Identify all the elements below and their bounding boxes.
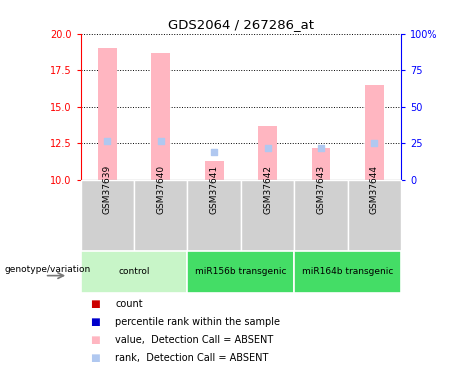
Point [157, 138, 165, 144]
Text: count: count [115, 299, 143, 309]
Text: ■: ■ [90, 353, 100, 363]
Point [264, 145, 271, 151]
Text: percentile rank within the sample: percentile rank within the sample [115, 317, 280, 327]
Bar [98, 48, 117, 180]
Bar [348, 180, 401, 251]
Point [317, 145, 325, 151]
Text: control: control [118, 267, 150, 276]
Text: ■: ■ [90, 299, 100, 309]
Bar [241, 180, 294, 251]
Bar [205, 161, 224, 180]
Text: GSM37643: GSM37643 [316, 165, 325, 214]
Bar [312, 148, 331, 180]
Text: GSM37641: GSM37641 [210, 165, 219, 214]
Text: miR156b transgenic: miR156b transgenic [195, 267, 287, 276]
Bar [81, 180, 134, 251]
Text: rank,  Detection Call = ABSENT: rank, Detection Call = ABSENT [115, 353, 269, 363]
Text: GSM37644: GSM37644 [370, 165, 379, 214]
Bar [294, 180, 348, 251]
Text: ■: ■ [90, 335, 100, 345]
Text: GSM37640: GSM37640 [156, 165, 165, 214]
Text: ■: ■ [90, 317, 100, 327]
Bar [258, 126, 277, 180]
Bar [81, 251, 188, 292]
Text: value,  Detection Call = ABSENT: value, Detection Call = ABSENT [115, 335, 273, 345]
Bar [365, 85, 384, 180]
Title: GDS2064 / 267286_at: GDS2064 / 267286_at [168, 18, 314, 31]
Bar [134, 180, 188, 251]
Bar [294, 251, 401, 292]
Bar [188, 251, 294, 292]
Point [104, 138, 111, 144]
Text: GSM37642: GSM37642 [263, 165, 272, 214]
Text: GSM37639: GSM37639 [103, 165, 112, 214]
Text: miR164b transgenic: miR164b transgenic [302, 267, 393, 276]
Bar [151, 53, 170, 180]
Point [211, 149, 218, 155]
Text: genotype/variation: genotype/variation [5, 266, 91, 274]
Bar [188, 180, 241, 251]
Point [371, 141, 378, 147]
